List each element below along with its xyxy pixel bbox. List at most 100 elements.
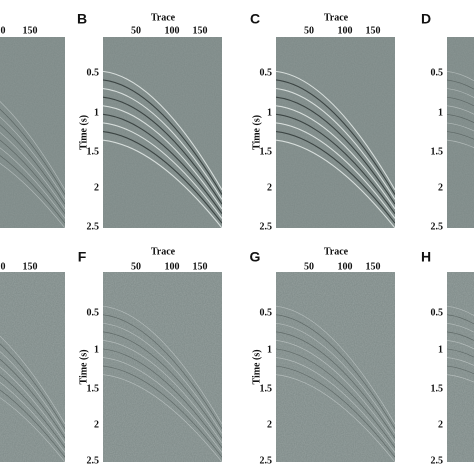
x-axis-label: Trace — [324, 12, 349, 23]
event — [276, 305, 395, 425]
y-tick-label: 1.5 — [431, 383, 444, 394]
x-tick-label: 50 — [304, 261, 314, 272]
panel: 0 150 — [0, 25, 65, 228]
event — [103, 130, 222, 224]
x-tick-label: 150 — [193, 261, 208, 272]
image-noise — [447, 272, 474, 462]
x-tick-label: 100 — [338, 261, 353, 272]
event — [0, 139, 65, 214]
event — [447, 357, 474, 366]
event — [103, 70, 222, 191]
event — [447, 88, 474, 98]
x-tick-label: 150 — [366, 25, 381, 36]
seismic-image — [103, 272, 222, 462]
image-noise — [103, 37, 222, 228]
y-tick-label: 2.5 — [87, 221, 100, 232]
y-tick-label: 2.5 — [87, 455, 100, 466]
event — [447, 348, 474, 358]
event — [276, 374, 395, 462]
x-tick-label: 50 — [131, 261, 141, 272]
x-tick-label: 150 — [23, 25, 38, 36]
event — [0, 162, 65, 228]
event — [276, 122, 395, 219]
event — [0, 351, 65, 434]
event — [103, 322, 222, 434]
event — [0, 108, 65, 195]
y-tick-label: 2 — [438, 419, 443, 430]
seismic-image — [447, 37, 474, 228]
x-tick-label: 50 — [304, 25, 314, 36]
event — [103, 305, 222, 425]
event — [0, 381, 65, 453]
seismic-image — [0, 37, 65, 228]
seismic-image — [276, 272, 395, 462]
y-tick-label: 1 — [267, 344, 272, 355]
y-tick-label: 2.5 — [431, 455, 444, 466]
event — [447, 71, 474, 82]
panel: F Trace 50 100 150 0.5 1 1.5 2 2.5 Time (s) — [78, 246, 222, 466]
seismic-image — [0, 272, 65, 462]
event — [0, 343, 65, 429]
y-axis-label: Time (s) — [251, 349, 262, 384]
event — [276, 96, 395, 205]
x-axis-label: Trace — [151, 246, 176, 257]
event — [103, 88, 222, 200]
event — [276, 105, 395, 210]
y-tick-label: 1 — [438, 107, 443, 118]
x-axis-label: Trace — [324, 246, 349, 257]
x-tick-label: 150 — [193, 25, 208, 36]
x-tick-label: 0 — [1, 25, 6, 36]
panel: 0 150 — [0, 261, 65, 462]
image-noise — [103, 272, 222, 462]
event — [447, 365, 474, 375]
y-tick-label: 1.5 — [260, 146, 273, 157]
y-tick-label: 1 — [438, 344, 443, 355]
panel-letter: C — [250, 11, 260, 27]
event — [276, 331, 395, 439]
y-tick-label: 2 — [94, 419, 99, 430]
y-tick-label: 1.5 — [87, 146, 100, 157]
event — [447, 331, 474, 341]
seismic-image — [447, 272, 474, 462]
image-noise — [447, 37, 474, 228]
y-tick-label: 0.5 — [260, 307, 273, 318]
event — [0, 155, 65, 224]
event — [103, 96, 222, 205]
event — [447, 96, 474, 107]
y-tick-label: 1 — [94, 107, 99, 118]
y-tick-label: 2 — [267, 182, 272, 193]
x-tick-label: 100 — [338, 25, 353, 36]
event — [276, 357, 395, 453]
y-tick-label: 1.5 — [431, 146, 444, 157]
event — [103, 105, 222, 210]
x-tick-label: 100 — [165, 25, 180, 36]
event — [276, 79, 395, 195]
event — [103, 365, 222, 458]
image-noise — [0, 37, 65, 228]
event — [103, 79, 222, 195]
y-tick-label: 1 — [267, 107, 272, 118]
y-tick-label: 2 — [438, 182, 443, 193]
event — [0, 124, 65, 205]
event — [103, 357, 222, 453]
y-tick-label: 0.5 — [87, 307, 100, 318]
image-noise — [276, 37, 395, 228]
x-tick-label: 150 — [366, 261, 381, 272]
event — [0, 335, 65, 425]
y-tick-label: 1.5 — [260, 383, 273, 394]
event — [103, 314, 222, 429]
seismic-image — [103, 37, 222, 228]
event — [447, 131, 474, 140]
y-tick-label: 0.5 — [260, 67, 273, 78]
event — [276, 70, 395, 191]
x-tick-label: 50 — [131, 25, 141, 36]
event — [103, 348, 222, 448]
event — [0, 101, 65, 190]
y-tick-label: 2 — [267, 419, 272, 430]
y-tick-label: 1.5 — [87, 383, 100, 394]
x-axis-label: Trace — [151, 12, 176, 23]
event — [103, 139, 222, 228]
x-tick-label: 100 — [165, 261, 180, 272]
y-tick-label: 2.5 — [260, 455, 273, 466]
event — [0, 132, 65, 210]
